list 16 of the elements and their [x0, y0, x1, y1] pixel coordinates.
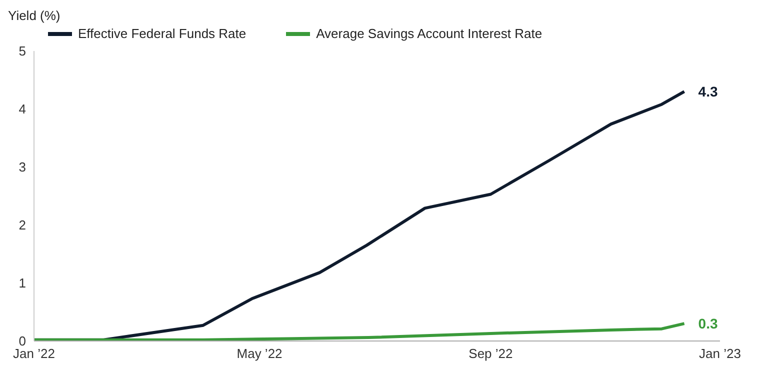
data-label: 0.3: [698, 316, 718, 332]
y-tick-label: 0: [18, 334, 26, 349]
y-tick-label: 5: [18, 44, 26, 59]
x-tick-label: May ’22: [236, 346, 282, 362]
legend-label: Average Savings Account Interest Rate: [315, 26, 542, 41]
data-label: 4.3: [698, 84, 718, 100]
y-tick-label: 2: [18, 218, 26, 233]
y-tick-label: 1: [18, 276, 26, 291]
legend-label: Effective Federal Funds Rate: [77, 26, 246, 41]
x-tick-label: Jan ’22: [13, 346, 55, 362]
x-tick-label: Sep ’22: [468, 346, 513, 362]
y-tick-label: 3: [18, 160, 26, 175]
x-tick-label: Jan ’23: [699, 346, 741, 362]
y-axis-title: Yield (%): [8, 8, 60, 23]
line-series: [34, 322, 686, 341]
y-tick-label: 4: [18, 102, 26, 117]
